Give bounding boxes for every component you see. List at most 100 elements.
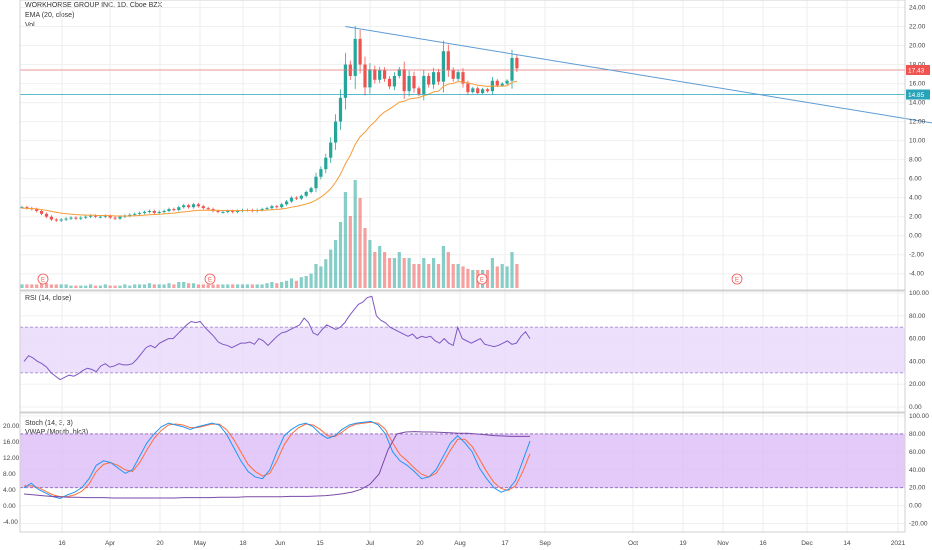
x-tick-label: 15 [316, 540, 324, 547]
volume-bar [510, 252, 514, 288]
candle-body [397, 69, 401, 76]
x-tick-label: 19 [679, 540, 687, 547]
stoch-tick-label: 0.00 [909, 503, 922, 510]
volume-bar [422, 258, 426, 288]
candle-body [436, 72, 441, 82]
candle-body [304, 191, 308, 196]
x-tick-label: 20 [156, 540, 164, 547]
candle-body [74, 217, 78, 219]
candle-body [103, 215, 107, 217]
price-tick-label: 16.00 [909, 81, 926, 88]
earnings-marker-label: E [208, 278, 212, 284]
earnings-marker[interactable] [476, 273, 488, 285]
candle-body [196, 204, 200, 207]
volume-bar [221, 284, 225, 288]
volume-bar [515, 264, 519, 288]
volume-bar [368, 240, 372, 288]
candle-body [289, 197, 294, 202]
volume-bar [84, 285, 88, 288]
stoch-k-line [23, 420, 531, 499]
earnings-marker[interactable] [204, 273, 216, 285]
rsi-legend: RSI (14, close) [25, 295, 72, 302]
candle-body [98, 216, 102, 218]
volume-bar [89, 284, 93, 288]
candle-body [79, 217, 83, 219]
volume-bar [113, 285, 117, 288]
candle-body [280, 204, 284, 208]
candle-body [216, 210, 220, 212]
volume-bar [182, 282, 186, 288]
candle-body [481, 89, 485, 94]
x-tick-label: 18 [239, 540, 247, 547]
candle-body [25, 207, 29, 209]
volume-legend: Vol [25, 22, 35, 29]
candle-body [309, 188, 313, 192]
volume-bar [49, 284, 53, 288]
volume-bar [314, 264, 318, 288]
candle-body [402, 69, 406, 92]
volume-bar [128, 285, 132, 288]
axis-labels: 16 Apr 20 May 18 Jun 15 Jul 20 Aug 17 Sep Oct 19 Nov 16… [3, 5, 930, 547]
earnings-marker[interactable] [37, 273, 49, 285]
volume-bar [59, 284, 63, 288]
candle-body [485, 89, 490, 92]
volume-bar [20, 284, 24, 288]
volume-bar [64, 284, 68, 288]
price-tick-label: 20.00 [909, 43, 926, 50]
volume-bar [147, 283, 151, 288]
indicator-lines [20, 26, 932, 499]
volume-bar [123, 284, 127, 288]
volume-bar [40, 283, 44, 288]
price-tick-label: 24.00 [909, 5, 926, 12]
earnings-marker[interactable] [731, 273, 743, 285]
volume-bar [309, 273, 313, 288]
candle-body [338, 97, 343, 122]
volume-bar [294, 280, 298, 288]
volume-bar [118, 285, 122, 288]
volume-bar [25, 284, 29, 288]
volume-bar [240, 284, 245, 288]
volume-bar [216, 284, 220, 288]
volume-bar [177, 282, 181, 288]
price-tick-label: -4.00 [909, 271, 924, 278]
volume-bar [387, 258, 392, 288]
volume-bar [334, 240, 338, 288]
rsi-band [20, 327, 905, 373]
stoch-tick-label: 100.00 [909, 413, 929, 420]
stoch-pane-frame [19, 412, 906, 533]
candle-body [392, 75, 396, 87]
volume-bar [236, 284, 240, 288]
candle-body [343, 64, 347, 98]
volume-bar [54, 284, 58, 288]
volume-bar [255, 284, 259, 288]
candle-body [265, 208, 269, 210]
price-tick-label: 22.00 [909, 24, 926, 31]
candle-body [299, 195, 303, 199]
price-tick-label: 12.00 [909, 119, 926, 126]
candle-body [422, 75, 426, 95]
x-tick-label: Oct [628, 540, 638, 547]
candle-body [108, 215, 112, 218]
candle-body [427, 75, 431, 85]
volume-bar [152, 284, 156, 288]
x-tick-label: 16 [759, 540, 767, 547]
volume-bar [471, 270, 475, 288]
candle-body [294, 197, 298, 199]
candle-body [93, 215, 98, 217]
volume-bars [20, 180, 519, 288]
volume-bar [358, 198, 362, 288]
x-tick-label: 20 [416, 540, 424, 547]
candle-body [334, 121, 338, 143]
candle-body [206, 208, 210, 210]
volume-bar [69, 285, 73, 288]
candle-body [182, 205, 186, 208]
volume-bar [417, 264, 421, 288]
x-tick-label: May [194, 540, 207, 547]
x-tick-label: Apr [105, 540, 116, 547]
x-tick-label: Sep [539, 540, 551, 547]
candle-body [358, 38, 362, 65]
volume-bar [44, 283, 49, 288]
candle-body [20, 207, 24, 209]
